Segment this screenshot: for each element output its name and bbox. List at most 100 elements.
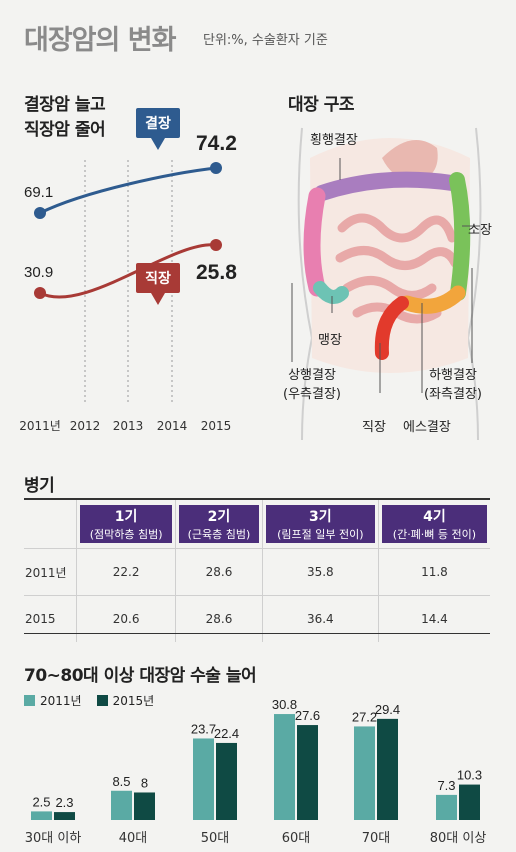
ascending-colon-shape: [303, 187, 326, 297]
legend-swatch-2011: [24, 695, 35, 706]
category-label: 50대: [201, 831, 230, 846]
stage-table: 1기 (점막하층 침범) 2기 (근육층 침범) 3기 (림프절 일부 전이) 4기(…: [24, 500, 490, 642]
label-transverse-colon: 횡행결장: [310, 133, 358, 148]
table-cell: 36.4: [261, 595, 379, 642]
bar-value-label: 22.4: [214, 726, 239, 741]
label-descending-colon: 하행결장 (좌측결장): [424, 368, 482, 402]
series-line-colon: [39, 166, 217, 215]
data-point: [34, 287, 46, 299]
table-cell: 28.6: [175, 548, 263, 596]
anatomy-title: 대장 구조: [288, 95, 354, 115]
colon-anatomy-illustration: [291, 127, 482, 440]
line-section-title-2: 직장암 줄어: [24, 120, 106, 140]
bar-value-label: 8: [141, 775, 148, 790]
line-chart: 69.1 74.2 결장 30.9 25.8 직장 2011년 2012 2013 2014 201…: [19, 108, 237, 433]
row-year: 2015: [24, 595, 77, 642]
table-row: 2011년 22.2 28.6 35.8 11.8: [24, 548, 490, 596]
data-label: 69.1: [24, 184, 53, 201]
table-cell: 22.2: [75, 548, 176, 596]
page-title: 대장암의 변화: [24, 25, 176, 56]
bar-value-label: 27.6: [295, 708, 320, 723]
series-line-rectum: [39, 243, 217, 299]
bar-section-title: 70~80대 이상 대장암 수술 늘어: [24, 666, 257, 686]
stage-header-1: 1기 (점막하층 침범): [75, 500, 176, 549]
data-point: [34, 207, 46, 219]
bar: [193, 738, 214, 820]
bar-value-label: 7.3: [437, 778, 455, 793]
table-cell: 35.8: [261, 548, 379, 596]
label-rectum: 직장: [362, 420, 386, 435]
table-cell: 28.6: [175, 595, 263, 642]
bar: [354, 726, 375, 820]
table-row: 2015 20.6 28.6 36.4 14.4: [24, 595, 490, 642]
category-label: 60대: [282, 831, 311, 846]
bar: [297, 725, 318, 820]
bar: [216, 742, 237, 820]
x-tick-label: 2013: [113, 419, 144, 433]
legend-label-2011: 2011년: [40, 694, 82, 708]
bar-value-label: 23.7: [191, 721, 216, 736]
transverse-colon-shape: [314, 171, 460, 201]
bar-value-label: 8.5: [112, 774, 130, 789]
category-label: 30대 이하: [25, 831, 82, 846]
stage-header-2: 2기 (근육층 침범): [175, 500, 263, 549]
unit-note: 단위:%, 수술환자 기준: [203, 33, 328, 48]
bar-value-label: 2.3: [55, 795, 73, 810]
category-label: 70대: [362, 831, 391, 846]
stage-header-4: 4기 (간·폐·뼈 등 전이): [377, 500, 490, 549]
bar: [54, 812, 75, 820]
data-label: 74.2: [196, 132, 237, 155]
bar-value-label: 29.4: [375, 702, 400, 717]
bar: [274, 714, 295, 820]
table-top-rule: [24, 498, 490, 500]
table-bottom-rule: [24, 633, 490, 634]
bar: [134, 792, 155, 820]
table-cell: 20.6: [75, 595, 176, 642]
table-corner: [24, 500, 77, 549]
label-sigmoid-colon: 에스결장: [403, 420, 451, 435]
bar: [459, 784, 480, 820]
bar: [436, 794, 457, 820]
label-cecum: 맹장: [318, 333, 342, 348]
bar-chart: 2.5 2.3 30대 이하 8.5 8 40대 23.722.4 50대 30.827.6 60…: [25, 697, 487, 846]
line-section-title-1: 결장암 늘고: [24, 95, 106, 115]
series-callout: 직장: [136, 263, 180, 305]
bar: [111, 790, 132, 820]
data-label: 25.8: [196, 261, 237, 284]
x-tick-label: 2014: [157, 419, 188, 433]
data-point: [210, 162, 222, 174]
small-intestine-shape: [335, 213, 460, 324]
bar-value-label: 2.5: [32, 794, 50, 809]
data-point: [210, 239, 222, 251]
table-cell: 14.4: [377, 595, 490, 642]
category-label: 40대: [119, 831, 148, 846]
x-tick-label: 2015: [201, 419, 232, 433]
callout-pin: [136, 108, 180, 150]
stage-section-title: 병기: [24, 476, 55, 496]
data-label: 30.9: [24, 264, 53, 281]
label-small-intestine: 소장: [468, 223, 492, 238]
x-tick-label: 2011년: [19, 419, 61, 433]
bar: [377, 718, 398, 820]
sigmoid-colon-shape: [399, 285, 466, 314]
rectum-shape: [374, 296, 409, 360]
legend-label-2015: 2015년: [112, 694, 155, 708]
bar-value-label: 10.3: [457, 768, 482, 783]
series-callout: 결장: [136, 108, 180, 150]
bar: [31, 811, 52, 820]
bar-legend: 2011년 2015년: [24, 692, 154, 709]
series-name: 직장: [145, 270, 171, 287]
bar-value-label: 30.8: [272, 697, 297, 712]
label-ascending-colon: 상행결장 (우측결장): [283, 368, 341, 402]
x-tick-label: 2012: [70, 419, 101, 433]
callout-pin: [136, 263, 180, 305]
category-label: 80대 이상: [430, 831, 487, 846]
descending-colon-shape: [449, 172, 471, 301]
stage-header-3: 3기 (림프절 일부 전이): [261, 500, 379, 549]
row-year: 2011년: [24, 548, 77, 596]
series-name: 결장: [145, 115, 171, 132]
cecum-shape: [313, 281, 349, 304]
bar-value-label: 27.2: [352, 709, 377, 724]
table-cell: 11.8: [377, 548, 490, 596]
legend-swatch-2015: [96, 695, 108, 706]
